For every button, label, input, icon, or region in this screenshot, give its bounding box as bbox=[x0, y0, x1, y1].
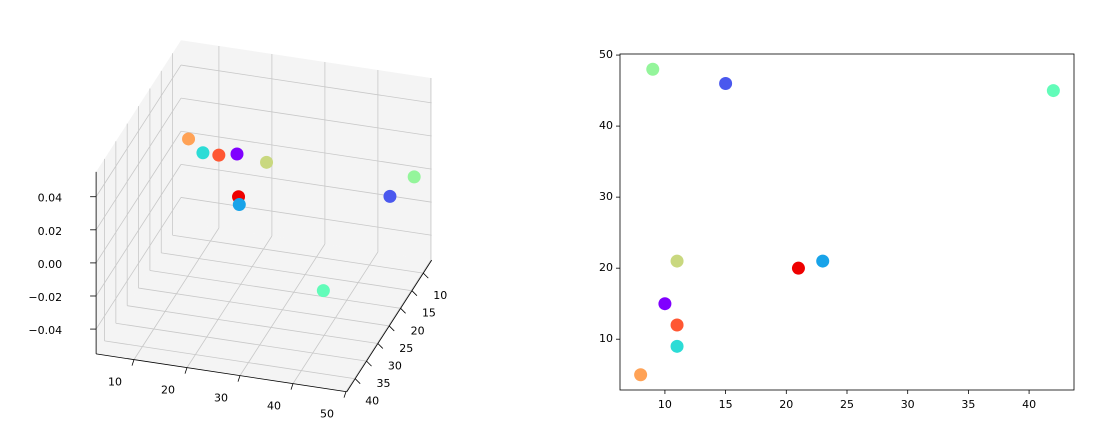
point bbox=[260, 155, 274, 169]
y-tick-label: 40 bbox=[599, 119, 613, 132]
point bbox=[646, 62, 660, 76]
tick-mark bbox=[411, 290, 418, 297]
x-tick-label: 40 bbox=[365, 395, 379, 408]
grid-line bbox=[138, 287, 390, 327]
grid-line bbox=[292, 251, 379, 384]
point bbox=[407, 170, 421, 184]
x-tick-label: 20 bbox=[411, 324, 425, 337]
grid-line bbox=[95, 97, 182, 231]
x-tick-label: 25 bbox=[840, 398, 854, 411]
grid-line bbox=[149, 270, 401, 309]
point bbox=[816, 254, 830, 268]
point bbox=[230, 147, 244, 161]
z-tick-label: −0.04 bbox=[28, 324, 62, 337]
tick-mark bbox=[290, 383, 294, 390]
z-tick-label: 0.04 bbox=[38, 192, 63, 205]
grid-line bbox=[133, 227, 220, 360]
point bbox=[670, 254, 684, 268]
point bbox=[316, 284, 330, 298]
tick-mark bbox=[343, 391, 347, 398]
grid-line bbox=[180, 130, 432, 170]
tick-mark bbox=[131, 359, 135, 366]
tick-mark bbox=[423, 272, 429, 279]
point bbox=[670, 318, 684, 332]
x-tick-label: 40 bbox=[1022, 398, 1036, 411]
z-tick-label: −0.02 bbox=[28, 291, 62, 304]
tick-mark bbox=[366, 360, 372, 367]
point bbox=[196, 146, 210, 160]
grid-line bbox=[180, 64, 432, 104]
grid-line bbox=[95, 64, 182, 197]
point bbox=[212, 148, 226, 162]
x-tick-label: 35 bbox=[961, 398, 975, 411]
point bbox=[1046, 84, 1060, 98]
x-tick-label: 15 bbox=[719, 398, 733, 411]
y-tick-label: 50 bbox=[599, 48, 613, 61]
point bbox=[658, 297, 672, 311]
grid-line bbox=[161, 252, 413, 292]
z-tick-label: 0.00 bbox=[38, 258, 63, 271]
tick-mark bbox=[184, 367, 188, 374]
point bbox=[634, 368, 648, 382]
point bbox=[719, 76, 733, 90]
point bbox=[383, 189, 397, 203]
grid-line bbox=[180, 197, 432, 236]
grid-line bbox=[172, 234, 424, 274]
grid-line bbox=[239, 243, 326, 376]
x-tick-label: 15 bbox=[422, 307, 436, 320]
y-tick-label: 50 bbox=[320, 408, 334, 421]
tick-mark bbox=[377, 343, 384, 349]
point bbox=[670, 339, 684, 353]
plot-frame bbox=[619, 53, 1075, 391]
axis-line bbox=[96, 353, 347, 393]
x-tick-label: 20 bbox=[779, 398, 793, 411]
y-tick-label: 10 bbox=[108, 376, 122, 389]
grid-line bbox=[186, 235, 273, 368]
y-tick-label: 40 bbox=[267, 400, 281, 413]
x-tick-label: 10 bbox=[658, 398, 672, 411]
grid-line bbox=[95, 197, 182, 330]
tick-mark bbox=[354, 378, 361, 385]
x-tick-label: 30 bbox=[901, 398, 915, 411]
point bbox=[232, 198, 246, 212]
grid-line bbox=[95, 131, 182, 264]
x-tick-label: 30 bbox=[388, 360, 402, 373]
tick-mark bbox=[400, 308, 406, 314]
point bbox=[182, 132, 196, 146]
grid-line bbox=[345, 259, 432, 392]
x-tick-label: 10 bbox=[433, 289, 447, 302]
point bbox=[791, 261, 805, 275]
x-tick-label: 35 bbox=[377, 377, 391, 390]
y-tick-label: 30 bbox=[214, 392, 228, 405]
tick-mark bbox=[237, 375, 241, 382]
grid-line bbox=[104, 340, 356, 380]
x-tick-label: 25 bbox=[399, 342, 413, 355]
y-tick-label: 20 bbox=[161, 384, 175, 397]
axis-line bbox=[346, 259, 433, 392]
y-tick-label: 30 bbox=[599, 190, 613, 203]
z-tick-label: 0.02 bbox=[38, 225, 63, 238]
y-tick-label: 10 bbox=[599, 332, 613, 345]
grid-line bbox=[115, 322, 367, 362]
grid-line bbox=[180, 97, 432, 137]
tick-mark bbox=[388, 325, 395, 332]
y-tick-label: 20 bbox=[599, 261, 613, 274]
grid-line bbox=[127, 305, 378, 344]
grid-line bbox=[95, 164, 182, 297]
